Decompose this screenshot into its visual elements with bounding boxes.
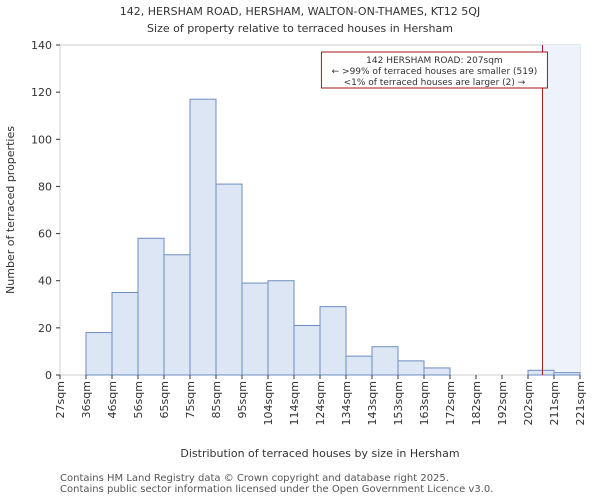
footer-line-1: Contains HM Land Registry data © Crown c… (60, 473, 449, 484)
bar-114sqm (293, 325, 321, 376)
bar-163sqm (423, 367, 451, 376)
bar-85sqm (215, 183, 243, 376)
bar-56sqm (137, 237, 165, 376)
x-tick-label-143sqm: 143sqm (366, 381, 379, 425)
x-tick-label-172sqm: 172sqm (444, 381, 457, 425)
x-tick-label-65sqm: 65sqm (158, 381, 171, 418)
annotation-box (320, 51, 548, 89)
x-tick-label-85sqm: 85sqm (210, 381, 223, 418)
bar-104sqm (267, 280, 295, 376)
x-tick-label-56sqm: 56sqm (132, 381, 145, 418)
bar-36sqm (85, 332, 113, 376)
bar-143sqm (371, 346, 399, 376)
x-tick-label-211sqm: 211sqm (548, 381, 561, 425)
y-axis-label: Number of terraced properties (4, 126, 17, 294)
x-tick-label-182sqm: 182sqm (470, 381, 483, 425)
y-tick-label-20: 20 (38, 322, 52, 335)
bar-75sqm (189, 98, 217, 376)
chart-title: 142, HERSHAM ROAD, HERSHAM, WALTON-ON-TH… (120, 5, 480, 18)
bar-202sqm (527, 369, 555, 376)
y-tick-label-120: 120 (31, 86, 52, 99)
y-tick-label-0: 0 (45, 369, 52, 382)
y-tick-label-100: 100 (31, 133, 52, 146)
bar-95sqm (241, 282, 269, 376)
bar-153sqm (397, 360, 425, 376)
x-tick-label-221sqm: 221sqm (574, 381, 587, 425)
x-tick-label-134sqm: 134sqm (340, 381, 353, 425)
x-tick-label-163sqm: 163sqm (418, 381, 431, 425)
bar-124sqm (319, 306, 347, 376)
x-axis-label: Distribution of terraced houses by size … (180, 447, 459, 460)
y-tick-label-60: 60 (38, 228, 52, 241)
y-tick-label-140: 140 (31, 39, 52, 52)
x-tick-label-36sqm: 36sqm (80, 381, 93, 418)
x-tick-label-27sqm: 27sqm (54, 381, 67, 418)
x-tick-label-104sqm: 104sqm (262, 381, 275, 425)
x-tick-label-46sqm: 46sqm (106, 381, 119, 418)
annotation-line-3: <1% of terraced houses are larger (2) → (344, 78, 526, 88)
bar-65sqm (163, 254, 191, 376)
x-tick-label-114sqm: 114sqm (288, 381, 301, 425)
y-tick-label-80: 80 (38, 180, 52, 193)
x-tick-label-95sqm: 95sqm (236, 381, 249, 418)
chart-subtitle: Size of property relative to terraced ho… (147, 22, 453, 35)
x-tick-label-153sqm: 153sqm (392, 381, 405, 425)
bar-134sqm (345, 355, 373, 376)
x-tick-label-192sqm: 192sqm (496, 381, 509, 425)
bar-211sqm (553, 372, 581, 376)
annotation-line-1: 142 HERSHAM ROAD: 207sqm (366, 56, 503, 66)
bar-46sqm (111, 292, 139, 376)
x-tick-label-75sqm: 75sqm (184, 381, 197, 418)
y-tick-label-40: 40 (38, 275, 52, 288)
annotation-line-2: ← >99% of terraced houses are smaller (5… (332, 67, 538, 77)
x-tick-label-202sqm: 202sqm (522, 381, 535, 425)
footer-line-2: Contains public sector information licen… (60, 484, 494, 495)
larger-region-highlight (542, 45, 580, 375)
x-tick-label-124sqm: 124sqm (314, 381, 327, 425)
